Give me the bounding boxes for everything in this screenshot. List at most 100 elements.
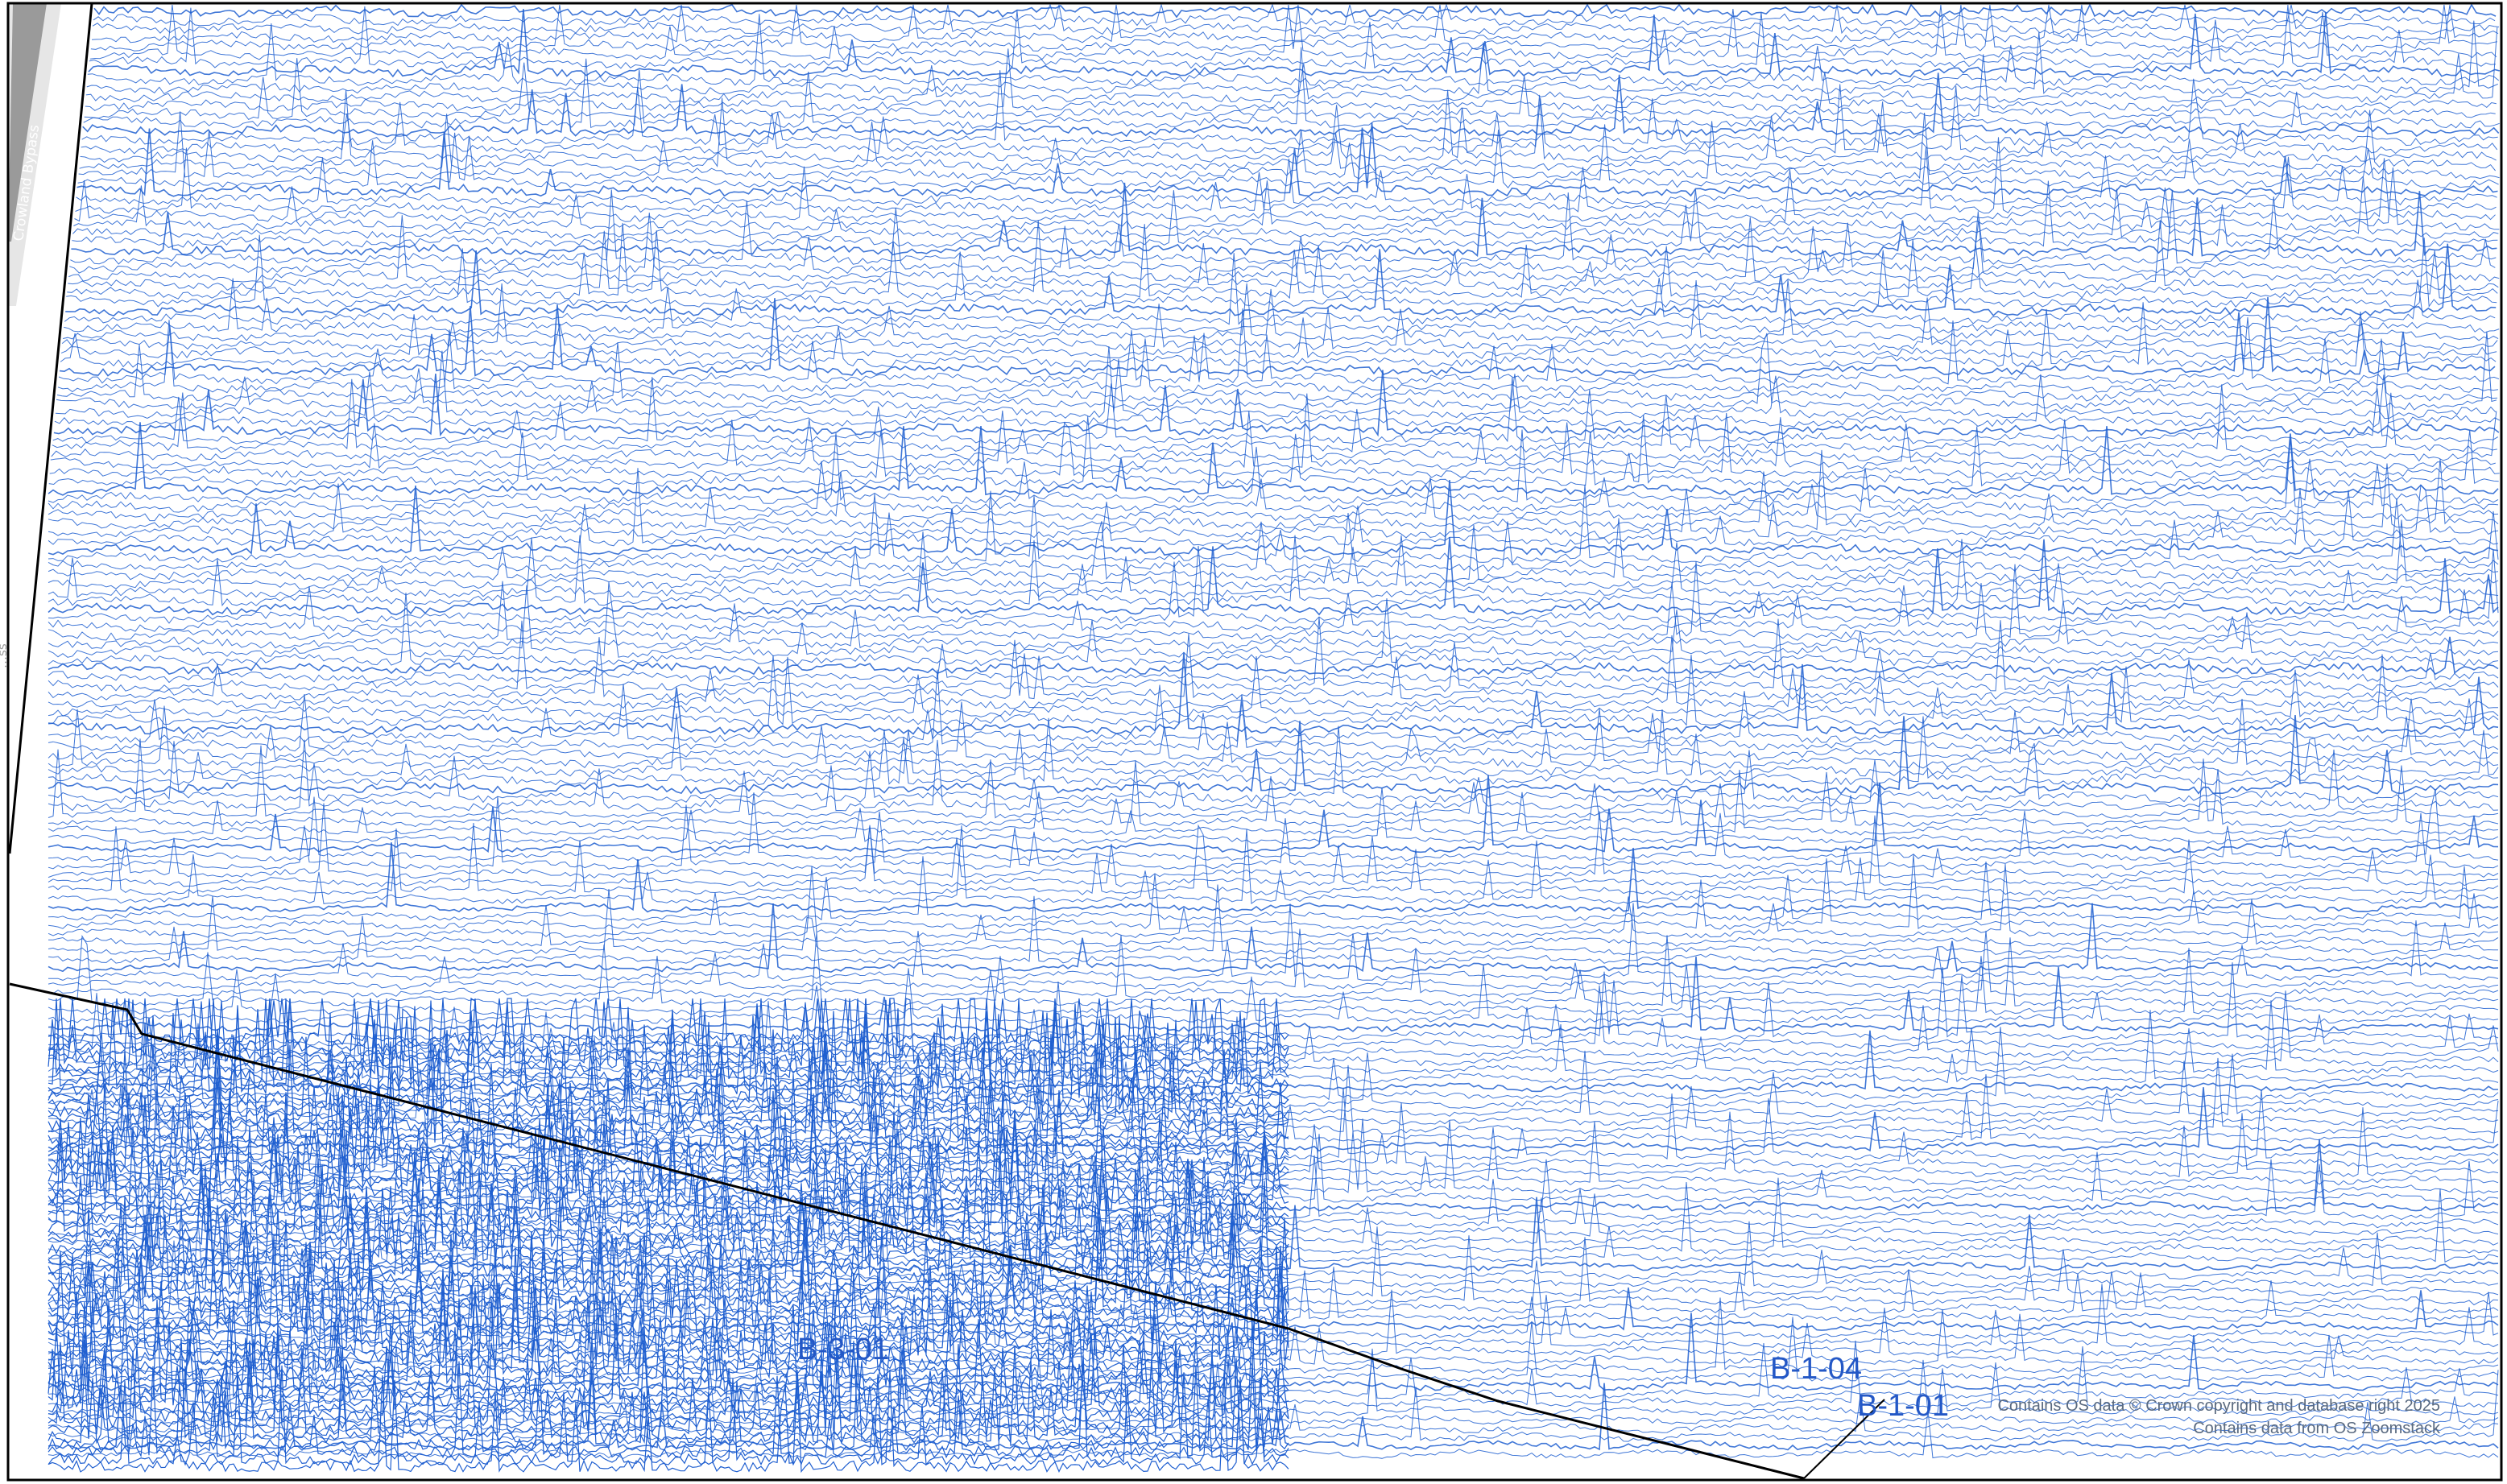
survey-trace-line: [48, 1235, 2499, 1306]
survey-trace-line: [48, 932, 2499, 1007]
survey-trace-line: [48, 585, 2499, 633]
survey-trace-line: [48, 471, 2499, 522]
survey-trace-line: [48, 948, 2499, 1015]
survey-trace-line: [48, 769, 2499, 836]
survey-trace-line: [48, 1102, 2499, 1169]
survey-trace-line: [48, 1069, 2499, 1126]
survey-trace-line: [50, 393, 2496, 470]
survey-trace-line-dense: [48, 1137, 1289, 1227]
survey-trace-line: [48, 856, 2499, 921]
survey-trace-line-dense: [48, 1135, 1289, 1242]
survey-trace-line: [62, 279, 2499, 342]
survey-trace-line: [54, 374, 2501, 428]
survey-trace-line-dense: [48, 1365, 1289, 1466]
survey-trace-line: [48, 701, 2499, 761]
survey-trace-line-dense: [48, 1063, 1289, 1155]
survey-trace-line: [48, 484, 2499, 564]
survey-trace-line: [48, 537, 2499, 616]
survey-trace-line: [48, 739, 2499, 812]
survey-trace-line-dense: [48, 1217, 1289, 1321]
survey-trace-line: [48, 815, 2499, 887]
survey-trace-line: [77, 122, 2498, 198]
survey-trace-line: [48, 561, 2499, 641]
survey-trace-line: [48, 592, 2499, 667]
survey-trace-line: [48, 930, 2499, 998]
survey-trace-line: [48, 521, 2499, 573]
survey-trace-line: [48, 684, 2499, 743]
survey-trace-line: [48, 903, 2499, 981]
survey-trace-line: [48, 1121, 2499, 1186]
survey-trace-line: [48, 796, 2499, 870]
survey-trace-line: [64, 278, 2500, 334]
survey-trace-lines: [48, 3, 2501, 1474]
survey-trace-line: [93, 3, 2497, 19]
survey-trace-line: [48, 600, 2499, 650]
survey-trace-line: [85, 48, 2497, 112]
survey-trace-line-dense: [48, 998, 1289, 1046]
survey-trace-line: [48, 633, 2499, 701]
survey-trace-line: [48, 822, 2499, 896]
survey-trace-line-dense: [48, 1354, 1289, 1459]
survey-trace-line: [48, 415, 2499, 488]
survey-trace-line: [74, 158, 2496, 223]
boundary-south-edge: [9, 982, 1805, 1480]
survey-trace-line: [48, 519, 2499, 590]
survey-trace-line-dense: [48, 1073, 1289, 1169]
survey-trace-line: [48, 652, 2499, 735]
survey-trace-line: [48, 787, 2499, 845]
survey-trace-line: [48, 895, 2499, 965]
survey-trace-line: [48, 1023, 2499, 1101]
survey-trace-line: [48, 422, 2499, 497]
survey-trace-line: [93, 3, 2496, 27]
survey-trace-line: [48, 581, 2499, 658]
survey-trace-line: [55, 345, 2497, 420]
survey-trace-line: [48, 789, 2499, 862]
survey-trace-line: [48, 842, 2499, 913]
survey-trace-line: [57, 320, 2499, 394]
survey-trace-line: [81, 70, 2498, 147]
survey-trace-line: [48, 1312, 2499, 1391]
survey-trace-line-dense: [48, 998, 1289, 1097]
survey-trace-line-dense: [48, 1114, 1289, 1220]
survey-trace-line: [80, 89, 2497, 163]
survey-trace-line-dense: [48, 1230, 1289, 1336]
attribution-line-1: Contains OS data © Crown copyright and d…: [1997, 1397, 2440, 1415]
survey-trace-line: [52, 378, 2497, 453]
survey-trace-line: [67, 220, 2498, 300]
survey-trace-line: [48, 1139, 2499, 1212]
survey-trace-line: [51, 411, 2497, 462]
survey-trace-line: [48, 884, 2498, 956]
survey-trace-line: [58, 308, 2500, 385]
survey-trace-line: [48, 1084, 2499, 1160]
survey-trace-line-dense: [48, 997, 1289, 1075]
survey-trace-line-dense: [48, 1034, 1289, 1140]
survey-trace-line: [48, 643, 2499, 684]
survey-trace-line: [48, 635, 2499, 709]
survey-trace-line: [48, 1410, 2499, 1459]
survey-trace-line: [48, 545, 2499, 624]
survey-trace-line-dense: [48, 1299, 1289, 1408]
survey-label-b-1-01: B-1-01: [1857, 1389, 1949, 1423]
survey-trace-line: [49, 412, 2500, 479]
survey-trace-line: [48, 803, 2499, 879]
survey-trace-line: [48, 759, 2499, 828]
survey-trace-line: [72, 180, 2498, 249]
survey-trace-line: [48, 775, 2499, 854]
survey-trace-line: [48, 669, 2499, 752]
boundary-stub: [1803, 1399, 1885, 1479]
survey-trace-line: [48, 928, 2499, 990]
survey-trace-line: [59, 296, 2496, 377]
survey-trace-line: [76, 155, 2497, 206]
survey-trace-line: [87, 14, 2500, 86]
survey-trace-line: [89, 4, 2497, 61]
survey-trace-line: [48, 738, 2499, 819]
survey-trace-line: [92, 4, 2500, 35]
survey-trace-line: [48, 903, 2499, 973]
survey-trace-line: [48, 1074, 2499, 1143]
survey-trace-line-dense: [48, 1298, 1289, 1394]
survey-trace-line: [77, 124, 2499, 189]
survey-trace-line: [48, 617, 2499, 692]
survey-trace-line: [48, 449, 2499, 531]
